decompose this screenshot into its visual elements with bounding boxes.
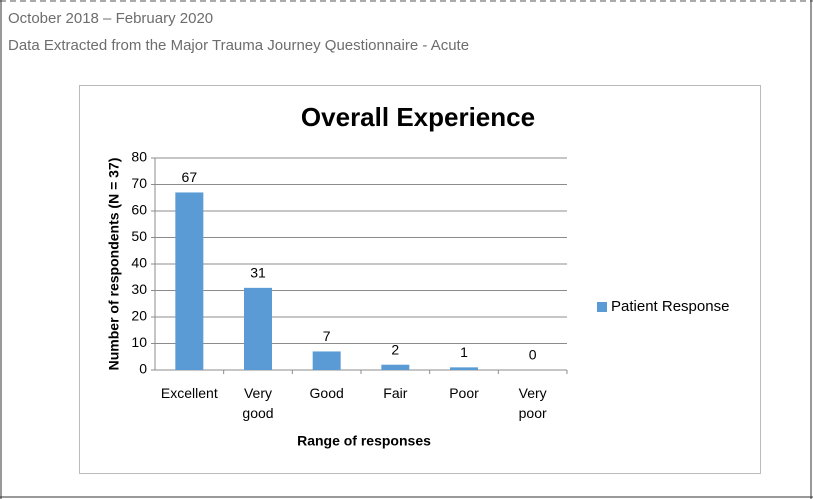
data-label: 2 — [391, 341, 399, 357]
y-tick-label: 50 — [131, 228, 147, 244]
data-label: 0 — [529, 347, 537, 363]
x-tick-label: Very poor — [518, 385, 547, 421]
x-axis-label: Range of responses — [297, 433, 431, 449]
bar — [381, 364, 410, 370]
y-tick-label: 10 — [131, 334, 147, 350]
data-label: 1 — [460, 344, 468, 360]
legend-label: Patient Response — [611, 298, 729, 315]
bar — [244, 287, 272, 370]
y-tick-label: 20 — [131, 308, 147, 324]
data-label: 7 — [323, 328, 331, 344]
x-tick-label: Fair — [383, 385, 408, 401]
y-tick-label: 0 — [139, 361, 147, 377]
y-tick-label: 60 — [131, 202, 147, 218]
bar — [175, 192, 204, 370]
x-tick-label: Good — [309, 385, 344, 401]
y-tick-label: 30 — [131, 281, 147, 297]
y-tick-label: 70 — [131, 175, 147, 191]
y-tick-label: 40 — [131, 255, 147, 271]
data-label: 67 — [182, 169, 198, 185]
y-tick-label: 80 — [131, 149, 147, 165]
x-tick-label: Excellent — [160, 385, 218, 401]
x-tick-label: Very good — [242, 385, 274, 421]
chart-title: Overall Experience — [301, 102, 535, 132]
date-range: October 2018 – February 2020 — [8, 10, 214, 27]
data-label: 31 — [250, 265, 266, 281]
y-axis-label: Number of respondents (N = 37) — [106, 158, 122, 371]
bar — [312, 351, 341, 370]
x-tick-label: Poor — [449, 385, 479, 401]
bar — [450, 367, 478, 370]
source: Data Extracted from the Major Trauma Jou… — [8, 37, 470, 54]
legend-swatch — [597, 302, 607, 312]
